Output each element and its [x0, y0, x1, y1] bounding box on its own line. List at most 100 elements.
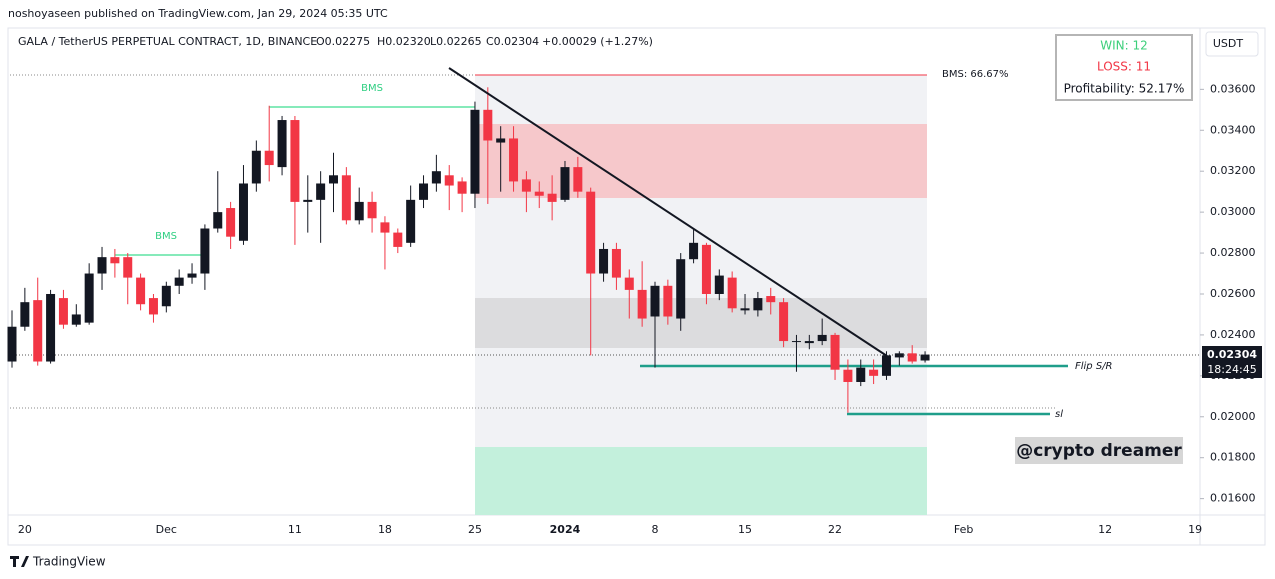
- candle-body: [380, 222, 390, 233]
- x-tick-label: 2024: [550, 523, 581, 536]
- candle-body: [766, 296, 776, 303]
- mid-zone: [475, 298, 927, 348]
- candle-body: [316, 183, 326, 200]
- ohlc-close: C0.02304: [486, 35, 539, 48]
- candle-body: [920, 354, 930, 361]
- y-tick-label: 0.02800: [1210, 246, 1256, 259]
- y-tick-label: 0.03600: [1210, 82, 1256, 95]
- candle-body: [856, 367, 866, 382]
- candle-body: [869, 369, 879, 376]
- sl-label: sl: [1055, 409, 1063, 420]
- y-tick-label: 0.01800: [1210, 451, 1256, 464]
- y-tick-label: 0.03400: [1210, 123, 1256, 136]
- candle-body: [290, 120, 300, 202]
- countdown: 18:24:45: [1207, 363, 1256, 376]
- currency-button[interactable]: [1205, 31, 1259, 57]
- candle-body: [419, 183, 429, 200]
- candle-body: [406, 199, 416, 243]
- candle-body: [843, 369, 853, 382]
- x-tick-label: 11: [288, 523, 302, 536]
- candle-body: [509, 138, 519, 182]
- candle-body: [663, 285, 673, 317]
- candle-body: [58, 298, 68, 325]
- candle-body: [599, 248, 609, 274]
- candle-body: [907, 353, 917, 362]
- x-tick-label: 25: [468, 523, 482, 536]
- candle-body: [277, 120, 287, 168]
- candle-body: [46, 293, 56, 362]
- y-tick-label: 0.02400: [1210, 328, 1256, 341]
- candle-body: [110, 257, 120, 264]
- candle-body: [341, 175, 351, 221]
- y-tick-label: 0.03200: [1210, 164, 1256, 177]
- symbol: GALA / TetherUS PERPETUAL CONTRACT, 1D, …: [18, 35, 317, 48]
- candle-body: [804, 341, 814, 344]
- candle-body: [573, 167, 583, 192]
- ohlc-low: L0.02265: [430, 35, 482, 48]
- candle-body: [894, 353, 904, 358]
- candle-body: [303, 199, 313, 202]
- candle-body: [7, 326, 17, 362]
- brand: TradingView: [32, 555, 106, 569]
- candle-body: [624, 277, 634, 290]
- candle-body: [560, 167, 570, 200]
- ohlc-change: +0.00029 (+1.27%): [542, 35, 653, 48]
- x-tick-label: 20: [18, 523, 32, 536]
- loss: LOSS: 11: [1097, 60, 1151, 74]
- candle-body: [740, 308, 750, 311]
- bms-label: BMS: [155, 231, 177, 242]
- candle-body: [187, 273, 197, 278]
- x-tick-label: 12: [1098, 523, 1112, 536]
- x-tick-label: 22: [828, 523, 842, 536]
- flip-label: Flip S/R: [1075, 361, 1113, 372]
- candle-body: [753, 298, 763, 311]
- x-tick-label: Feb: [954, 523, 973, 536]
- candle-body: [727, 277, 737, 309]
- candle-body: [213, 212, 223, 229]
- candle-body: [20, 302, 30, 327]
- candle-body: [84, 273, 94, 323]
- x-tick-label: 18: [378, 523, 392, 536]
- bms-target-label: BMS: 66.67%: [942, 69, 1009, 80]
- trend-line: [448, 67, 888, 357]
- ohlc-high: H0.02320: [377, 35, 431, 48]
- candle-body: [779, 302, 789, 342]
- candle-body: [148, 298, 158, 315]
- candle-body: [33, 300, 43, 362]
- x-tick-label: 15: [738, 523, 752, 536]
- candle-body: [264, 150, 274, 166]
- candle-body: [830, 334, 840, 370]
- candle-body: [71, 314, 81, 325]
- candle-body: [534, 191, 544, 196]
- candle-body: [714, 275, 724, 294]
- candle-body: [483, 109, 493, 141]
- win: WIN: 12: [1100, 39, 1148, 53]
- candle-body: [791, 341, 801, 343]
- candle-body: [689, 242, 699, 260]
- candle-body: [496, 138, 506, 143]
- candle-body: [444, 175, 454, 186]
- candle-body: [238, 183, 248, 241]
- supply-zone: [475, 124, 927, 198]
- candle-body: [97, 257, 107, 274]
- candle-body: [136, 277, 146, 305]
- last-price: 0.02304: [1207, 348, 1257, 361]
- watermark: @crypto dreamer: [1016, 441, 1182, 461]
- candle-body: [161, 285, 171, 307]
- published-line: noshoyaseen published on TradingView.com…: [8, 7, 388, 20]
- chart-frame: [7, 27, 1266, 546]
- candle-body: [457, 181, 467, 194]
- candle-body: [431, 171, 441, 184]
- candle-body: [650, 285, 660, 317]
- candle-body: [521, 179, 531, 192]
- candle-body: [637, 289, 647, 319]
- candle-body: [251, 150, 261, 184]
- y-tick-label: 0.02600: [1210, 287, 1256, 300]
- candle-body: [329, 175, 338, 184]
- ohlc-open: O0.02275: [316, 35, 370, 48]
- candle-body: [817, 334, 827, 342]
- stats-box: [1055, 34, 1193, 101]
- currency: USDT: [1213, 37, 1244, 50]
- profitability: Profitability: 52.17%: [1064, 82, 1185, 96]
